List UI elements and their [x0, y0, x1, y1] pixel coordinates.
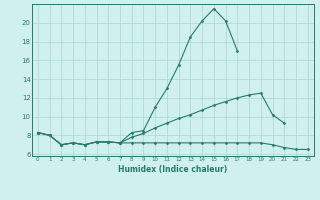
- X-axis label: Humidex (Indice chaleur): Humidex (Indice chaleur): [118, 165, 228, 174]
